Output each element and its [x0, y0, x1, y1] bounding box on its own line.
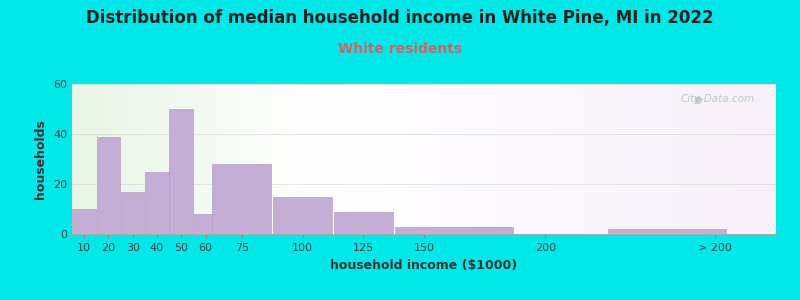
Bar — [72, 209, 96, 234]
Bar — [145, 172, 169, 234]
Bar — [170, 109, 193, 234]
Bar — [395, 226, 514, 234]
Text: City-Data.com: City-Data.com — [681, 94, 755, 104]
Text: ●: ● — [694, 94, 702, 104]
X-axis label: household income ($1000): household income ($1000) — [330, 259, 518, 272]
Bar — [608, 229, 726, 234]
Text: Distribution of median household income in White Pine, MI in 2022: Distribution of median household income … — [86, 9, 714, 27]
Bar — [194, 214, 230, 234]
Bar — [121, 191, 145, 234]
Text: White residents: White residents — [338, 42, 462, 56]
Y-axis label: households: households — [34, 119, 47, 199]
Bar — [273, 196, 332, 234]
Bar — [334, 212, 393, 234]
Bar — [213, 164, 271, 234]
Bar — [97, 136, 120, 234]
